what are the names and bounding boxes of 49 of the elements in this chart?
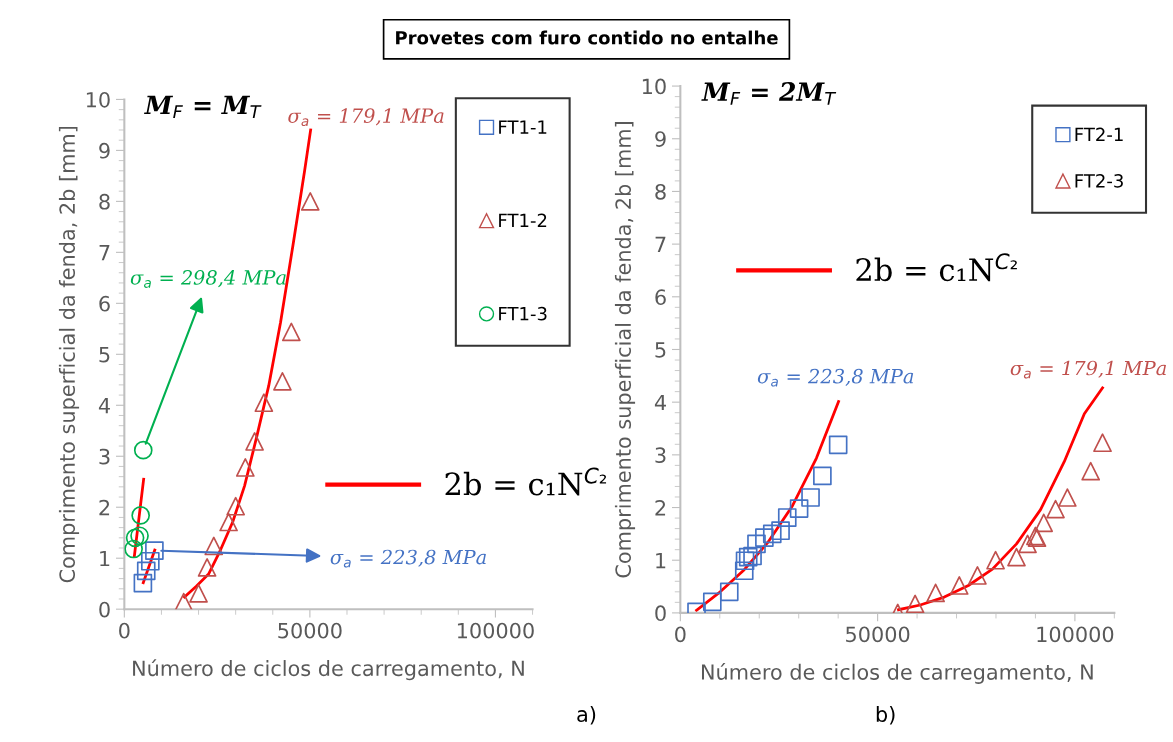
- x-axis-title: Número de ciclos de carregamento, N: [701, 662, 1093, 684]
- x-tick-label: 0: [675, 626, 686, 643]
- legend-label: FT1-3: [499, 306, 547, 321]
- annotation: σ$_{a}$ = 223,8 MPa: [330, 549, 486, 568]
- y-tick-label: 0: [99, 601, 110, 618]
- text: Provetes com furo contido no entalhe: [396, 30, 778, 45]
- y-tick-label: 10: [642, 78, 666, 95]
- y-tick-label: 9: [99, 142, 110, 159]
- y-tick-label: 7: [655, 236, 666, 253]
- y-tick-label: 9: [655, 131, 666, 147]
- x-tick-label: 0: [119, 622, 130, 639]
- y-tick-label: 2: [99, 499, 110, 516]
- x-tick-label: 100000: [457, 622, 534, 639]
- y-tick-label: 8: [99, 193, 110, 210]
- x-tick-label: 50000: [846, 626, 910, 643]
- y-tick-label: 5: [655, 342, 666, 358]
- y-tick-label: 4: [98, 398, 110, 414]
- chart-subtitle: M$_{F}$ = M$_{T}$: [144, 95, 262, 119]
- x-tick-label: 100000: [1037, 626, 1114, 643]
- legend-label: FT1-1: [499, 120, 547, 134]
- y-tick-label: 10: [86, 91, 110, 108]
- legend-label: 2b = c₁N$^{C₂}$: [445, 467, 607, 496]
- y-tick-label: 8: [655, 183, 666, 200]
- legend-label: FT1-2: [499, 213, 547, 227]
- y-axis-title: Comprimento superficial da fenda, 2b [mm]: [614, 122, 636, 578]
- y-tick-label: 0: [655, 605, 666, 622]
- y-tick-label: 4: [654, 394, 666, 411]
- x-axis-title: Número de ciclos de carregamento, N: [133, 659, 524, 681]
- y-axis-title: Comprimento superficial da fenda, 2b [mm]: [58, 126, 80, 583]
- legend-label: FT2-1: [1075, 127, 1123, 142]
- y-tick-label: 6: [655, 289, 666, 306]
- y-tick-label: 2: [655, 499, 666, 516]
- text: a): [577, 705, 596, 725]
- annotation: σ$_{a}$ = 179,1 MPa: [288, 108, 444, 127]
- x-tick-label: 50000: [278, 622, 342, 639]
- y-tick-label: 1: [100, 550, 110, 567]
- y-tick-label: 6: [99, 295, 110, 312]
- annotation: σ$_{a}$ = 179,1 MPa: [1010, 360, 1166, 379]
- legend-label: 2b = c₁N$^{C₂}$: [856, 253, 1017, 282]
- annotation: σ$_{a}$ = 223,8 MPa: [757, 368, 914, 387]
- text: b): [876, 705, 895, 725]
- legend-label: FT2-3: [1075, 173, 1123, 188]
- y-tick-label: 3: [99, 448, 110, 465]
- y-tick-label: 7: [99, 245, 110, 261]
- y-tick-label: 1: [656, 552, 666, 569]
- chart-subtitle: M$_{F}$ = 2M$_{T}$: [701, 82, 837, 105]
- y-tick-label: 5: [99, 347, 110, 363]
- y-tick-label: 3: [655, 447, 666, 464]
- annotation: σ$_{a}$ = 298,4 MPa: [130, 270, 286, 288]
